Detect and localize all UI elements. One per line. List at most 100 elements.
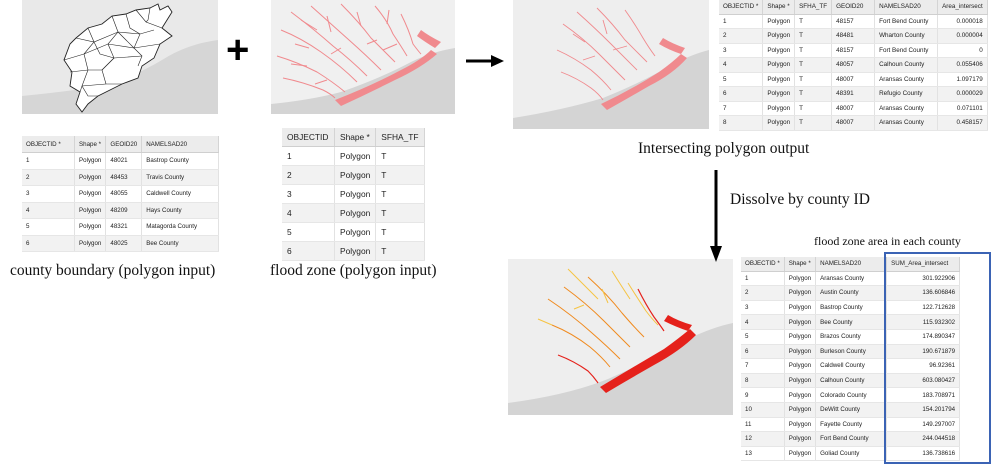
table-cell: Fayette County	[815, 417, 888, 433]
table-row[interactable]: 3 Polygon T	[282, 184, 426, 204]
table-row[interactable]: 1 Polygon T 48157 Fort Bend County 0.000018	[719, 14, 988, 29]
table-header-row: OBJECTID * Shape * NAMELSAD20 SUM_Area_i…	[741, 257, 961, 272]
table-cell: Polygon	[762, 72, 796, 87]
arrow-down	[710, 170, 722, 262]
table-row[interactable]: 10 Polygon DeWitt County 154.201794	[741, 402, 961, 418]
column-header[interactable]: SFHA_TF	[794, 0, 833, 15]
table-row[interactable]: 3 Polygon 48055 Caldwell County	[22, 185, 220, 203]
table-cell: Calhoun County	[815, 373, 888, 389]
column-header[interactable]: NAMELSAD20	[141, 136, 220, 153]
table-cell: 183.708971	[886, 387, 961, 403]
plus-symbol: +	[226, 28, 250, 72]
column-header[interactable]: OBJECTID *	[719, 0, 764, 15]
table-cell: Polygon	[784, 300, 817, 316]
table-row[interactable]: 8 Polygon Calhoun County 603.080427	[741, 373, 961, 389]
table-cell: 122.712628	[886, 300, 961, 316]
table-row[interactable]: 12 Polygon Fort Bend County 244.044518	[741, 431, 961, 447]
table-row[interactable]: 2 Polygon T 48481 Wharton County 0.000004	[719, 28, 988, 44]
column-header[interactable]: Shape *	[762, 0, 796, 15]
table-cell: Polygon	[784, 285, 817, 301]
table-row[interactable]: 6 Polygon T	[282, 241, 426, 261]
table-row[interactable]: 2 Polygon T	[282, 165, 426, 185]
table-row[interactable]: 6 Polygon 48025 Bee County	[22, 235, 220, 252]
table-row[interactable]: 5 Polygon Brazos County 174.890347	[741, 329, 961, 345]
column-header[interactable]: Shape *	[784, 257, 817, 272]
table-cell: 2	[741, 285, 785, 301]
table-cell: Polygon	[762, 57, 796, 73]
table-row[interactable]: 6 Polygon Burleson County 190.671879	[741, 344, 961, 360]
column-header[interactable]: OBJECTID	[282, 128, 335, 147]
table-row[interactable]: 3 Polygon T 48157 Fort Bend County 0	[719, 43, 988, 58]
table-row[interactable]: 13 Polygon Goliad County 136.738616	[741, 446, 961, 462]
table-cell: Wharton County	[874, 28, 939, 44]
column-header[interactable]: SUM_Area_intersect	[886, 257, 961, 272]
table-row[interactable]: 11 Polygon Fayette County 149.297007	[741, 417, 961, 433]
table-cell: 48007	[831, 115, 876, 131]
table-cell: Calhoun County	[874, 57, 939, 73]
column-header[interactable]: NAMELSAD20	[874, 0, 939, 15]
dissolve-attribute-table[interactable]: OBJECTID * Shape * NAMELSAD20 SUM_Area_i…	[741, 257, 961, 462]
table-cell: 1	[282, 146, 335, 166]
dissolve-output-map	[508, 259, 733, 415]
column-header[interactable]: Shape *	[334, 128, 377, 147]
table-cell: 6	[741, 344, 785, 360]
table-row[interactable]: 7 Polygon T 48007 Aransas County 0.071101	[719, 101, 988, 116]
table-row[interactable]: 1 Polygon 48021 Bastrop County	[22, 152, 220, 170]
table-cell: Polygon	[762, 14, 796, 29]
table-row[interactable]: 6 Polygon T 48391 Refugio County 0.000029	[719, 86, 988, 102]
table-cell: 1	[741, 271, 785, 287]
table-cell: 48007	[831, 101, 876, 116]
table-row[interactable]: 3 Polygon Bastrop County 122.712628	[741, 300, 961, 316]
intersect-output-map-drawing	[513, 7, 709, 129]
column-header[interactable]: Shape *	[74, 136, 107, 153]
table-cell: Polygon	[784, 373, 817, 389]
table-row[interactable]: 9 Polygon Colorado County 183.708971	[741, 387, 961, 403]
table-cell: T	[794, 86, 833, 102]
flood-zone-attribute-table[interactable]: OBJECTID Shape * SFHA_TF 1 Polygon T 2 Poly…	[282, 128, 426, 261]
column-header[interactable]: GEOID20	[105, 136, 143, 153]
column-header[interactable]: GEOID20	[831, 0, 876, 15]
column-header[interactable]: OBJECTID *	[22, 136, 75, 153]
table-row[interactable]: 8 Polygon T 48007 Aransas County 0.458157	[719, 115, 988, 131]
table-cell: 0.000004	[937, 28, 988, 44]
table-cell: Aransas County	[874, 115, 939, 131]
table-cell: Polygon	[762, 28, 796, 44]
table-cell: 0.458157	[937, 115, 988, 131]
table-row[interactable]: 2 Polygon 48453 Travis County	[22, 169, 220, 186]
table-row[interactable]: 5 Polygon T 48007 Aransas County 1.097179	[719, 72, 988, 87]
table-header-row: OBJECTID * Shape * SFHA_TF GEOID20 NAMEL…	[719, 0, 988, 15]
table-cell: 301.922906	[886, 271, 961, 287]
table-cell: T	[794, 28, 833, 44]
table-cell: Goliad County	[815, 446, 888, 462]
table-row[interactable]: 7 Polygon Caldwell County 96.92361	[741, 358, 961, 374]
table-cell: T	[375, 222, 426, 242]
table-cell: Caldwell County	[141, 185, 220, 203]
table-cell: 48007	[831, 72, 876, 87]
table-cell: 244.044518	[886, 431, 961, 447]
column-header[interactable]: NAMELSAD20	[815, 257, 888, 272]
intersect-attribute-table[interactable]: OBJECTID * Shape * SFHA_TF GEOID20 NAMEL…	[719, 0, 988, 131]
column-header[interactable]: SFHA_TF	[375, 128, 426, 147]
table-row[interactable]: 4 Polygon Bee County 115.932302	[741, 314, 961, 330]
table-cell: Polygon	[334, 241, 377, 261]
table-cell: 6	[22, 235, 75, 252]
column-header[interactable]: Area_intersect	[937, 0, 988, 15]
table-cell: 5	[741, 329, 785, 345]
table-row[interactable]: 1 Polygon Aransas County 301.922906	[741, 271, 961, 287]
table-row[interactable]: 2 Polygon Austin County 136.606846	[741, 285, 961, 301]
table-row[interactable]: 5 Polygon T	[282, 222, 426, 242]
table-row[interactable]: 1 Polygon T	[282, 146, 426, 166]
table-row[interactable]: 4 Polygon 48209 Hays County	[22, 202, 220, 219]
table-cell: 5	[719, 72, 764, 87]
table-cell: 48157	[831, 43, 876, 58]
column-header[interactable]: OBJECTID *	[741, 257, 785, 272]
table-row[interactable]: 4 Polygon T	[282, 203, 426, 223]
table-row[interactable]: 4 Polygon T 48057 Calhoun County 0.055406	[719, 57, 988, 73]
table-cell: 0.000029	[937, 86, 988, 102]
table-cell: Bee County	[815, 314, 888, 330]
table-cell: 603.080427	[886, 373, 961, 389]
table-row[interactable]: 5 Polygon 48321 Matagorda County	[22, 218, 220, 236]
table-cell: Polygon	[784, 271, 817, 287]
table-cell: 6	[282, 241, 335, 261]
